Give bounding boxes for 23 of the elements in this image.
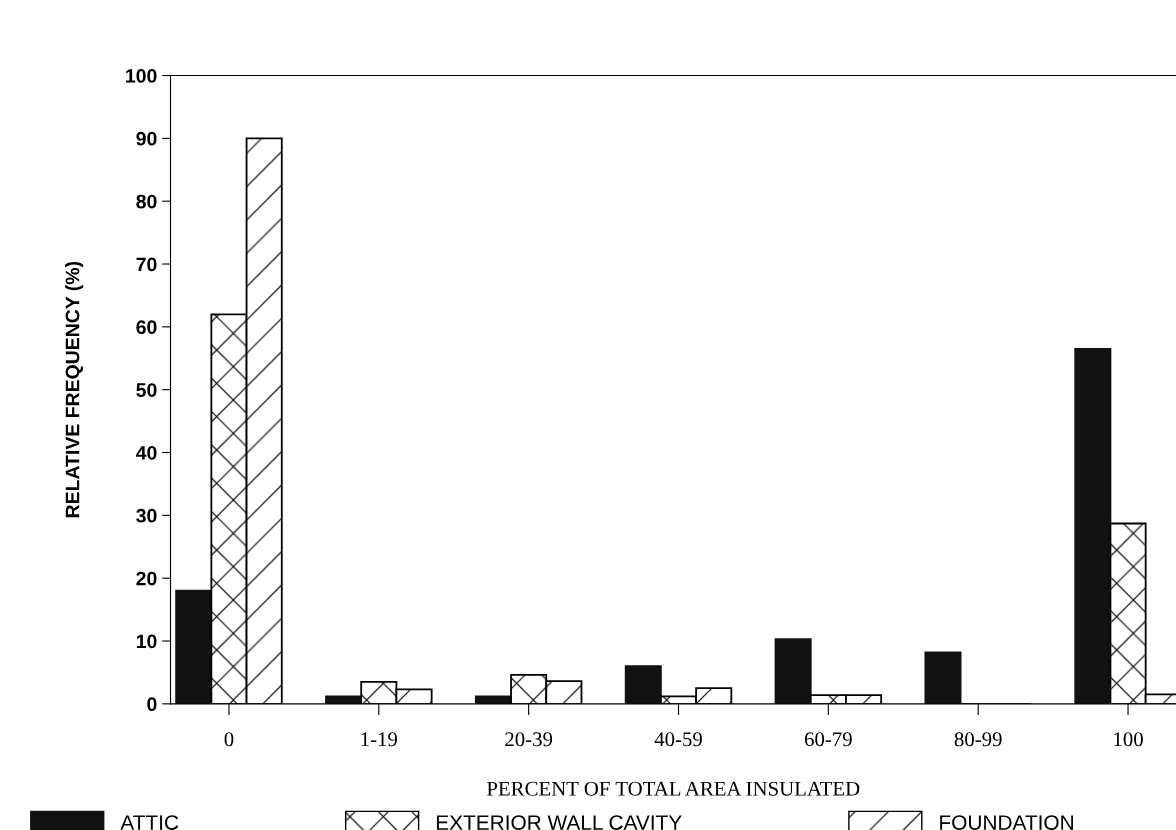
- legend-label: EXTERIOR WALL CAVITY: [436, 815, 682, 830]
- y-tick-label: 80: [136, 194, 157, 209]
- x-tick-label: 0: [224, 732, 234, 747]
- y-tick-label: 10: [136, 634, 157, 649]
- y-tick-label: 90: [136, 131, 157, 146]
- x-tick-label: 1-19: [361, 732, 398, 747]
- y-tick-label: 40: [135, 445, 157, 460]
- y-tick-label: 70: [136, 257, 157, 272]
- x-tick-label: 60-79: [804, 732, 852, 747]
- x-tick-label: 80-99: [954, 732, 1002, 747]
- legend-label: ATTIC: [120, 815, 179, 830]
- x-tick-label: 40-59: [654, 732, 702, 747]
- y-tick-label: 30: [136, 508, 157, 523]
- y-tick-label: 20: [136, 571, 157, 586]
- x-axis-title: PERCENT OF TOTAL AREA INSULATED: [486, 781, 860, 796]
- y-tick-label: 50: [136, 383, 157, 397]
- y-tick-label: 60: [136, 320, 157, 335]
- legend-label: FOUNDATION: [940, 815, 1073, 830]
- x-tick-label: 20-39: [505, 732, 553, 747]
- y-axis-title: RELATIVE FREQUENCY (%): [65, 261, 84, 518]
- y-tick-label: 100: [126, 69, 157, 83]
- y-tick-label: 0: [147, 697, 157, 712]
- x-tick-label: 100: [1114, 732, 1143, 747]
